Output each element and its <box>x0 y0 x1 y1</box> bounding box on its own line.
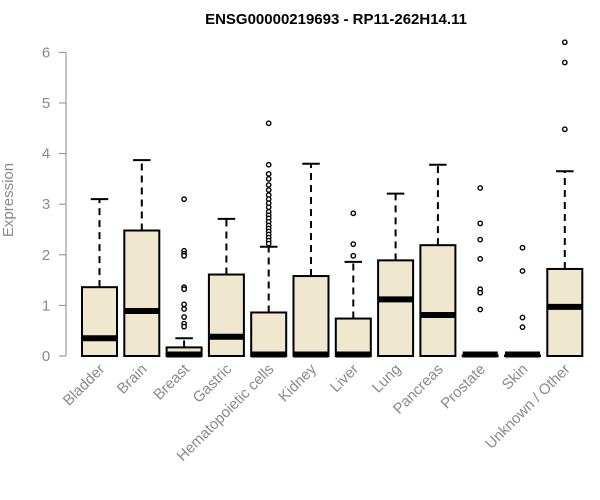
outlier-point <box>181 314 188 320</box>
y-axis-label: Expression <box>0 163 17 237</box>
box-7 <box>377 192 415 357</box>
box-2 <box>165 196 203 358</box>
category-label: Skin <box>499 361 532 394</box>
outlier-point <box>265 240 272 247</box>
y-axis: 0 1 2 3 4 5 6 <box>42 44 67 365</box>
outlier-point <box>519 268 526 274</box>
outlier-point <box>561 126 568 133</box>
outlier-point <box>181 323 188 330</box>
outlier-point <box>477 236 484 243</box>
box-body <box>292 275 330 357</box>
category-label: Lung <box>369 361 405 397</box>
box-body <box>546 267 584 357</box>
box-0 <box>81 198 118 357</box>
outlier-point <box>519 244 526 251</box>
outlier-point <box>265 182 272 188</box>
outlier-point <box>519 314 526 321</box>
outlier-point <box>519 324 526 331</box>
outlier-point <box>265 187 272 193</box>
box-3 <box>207 217 245 357</box>
outlier-point <box>181 301 188 308</box>
y-tick-label: 6 <box>42 44 50 61</box>
box-body <box>419 244 457 358</box>
outlier-point <box>265 161 272 168</box>
y-tick-label: 5 <box>42 95 50 112</box>
y-tick-label: 3 <box>42 196 50 213</box>
box-body <box>334 317 372 357</box>
outlier-point <box>181 306 188 312</box>
chart-title: ENSG00000219693 - RP11-262H14.11 <box>205 11 467 28</box>
y-tick-label: 4 <box>42 146 50 163</box>
y-tick-label: 0 <box>42 348 50 365</box>
y-tick-label: 1 <box>42 297 50 314</box>
box-4 <box>250 120 288 358</box>
outlier-point <box>350 210 357 217</box>
outlier-point <box>181 286 188 293</box>
outlier-point <box>561 59 568 66</box>
box-11 <box>546 39 584 357</box>
box-9 <box>461 185 499 358</box>
box-6 <box>334 210 372 358</box>
outlier-point <box>265 120 272 127</box>
plot-area <box>81 39 584 358</box>
box-body <box>377 259 415 357</box>
outlier-point <box>561 39 568 46</box>
category-label: Kidney <box>275 360 320 405</box>
outlier-point <box>265 204 272 211</box>
category-label: Breast <box>150 360 193 403</box>
box-8 <box>419 163 457 358</box>
box-body <box>123 229 161 357</box>
box-body <box>250 311 288 358</box>
category-label: Liver <box>327 361 362 396</box>
outlier-point <box>477 185 484 191</box>
box-body <box>207 273 245 357</box>
outlier-point <box>350 241 357 248</box>
outlier-point <box>477 306 484 313</box>
outlier-point <box>477 255 484 262</box>
y-tick-label: 2 <box>42 247 50 264</box>
outlier-point <box>181 196 188 203</box>
outlier-point <box>477 289 484 296</box>
box-1 <box>123 159 161 357</box>
outlier-point <box>181 252 188 259</box>
box-5 <box>292 162 330 358</box>
outlier-point <box>477 220 484 227</box>
category-label: Brain <box>114 361 151 398</box>
outlier-point <box>350 252 357 259</box>
outlier-point <box>265 175 272 182</box>
box-body <box>81 286 118 357</box>
category-label: Prostate <box>437 361 489 413</box>
outlier-point <box>265 170 272 177</box>
category-label: Bladder <box>60 361 109 410</box>
box-10 <box>504 244 541 358</box>
